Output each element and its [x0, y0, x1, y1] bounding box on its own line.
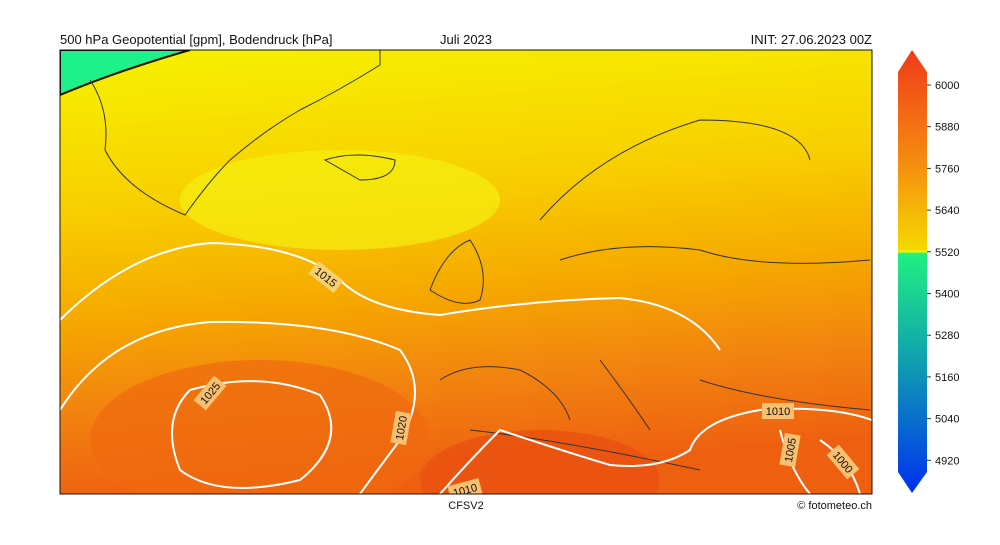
- footer-credit: © fotometeo.ch: [797, 500, 872, 512]
- map-frame: [59, 49, 873, 495]
- colorbar-ticks: 6000 5880 5760 5640 5520 5400 5280 5160 5040 4920: [927, 80, 959, 467]
- title-center: Juli 2023: [440, 32, 492, 47]
- contour-labels: 1015 1025 1020 1010 1010 1005 1000: [193, 260, 860, 500]
- colorbar: [898, 50, 927, 493]
- colorbar-tick-label: 5640: [935, 205, 959, 217]
- colorbar-tick-label: 5040: [935, 414, 959, 426]
- footer-model: CFSV2: [448, 500, 483, 512]
- colorbar-tick-label: 5400: [935, 289, 959, 301]
- colorbar-tick-label: 5520: [935, 247, 959, 259]
- colorbar-tick-label: 5280: [935, 330, 959, 342]
- colorbar-tick-label: 5160: [935, 372, 959, 384]
- contour-label: 1010: [766, 406, 790, 418]
- colorbar-tick-label: 5880: [935, 122, 959, 134]
- contour-label: 1005: [783, 437, 799, 463]
- title-right: INIT: 27.06.2023 00Z: [751, 32, 872, 47]
- map: 1015 1025 1020 1010 1010 1005 1000: [60, 50, 872, 500]
- colorbar-tick-label: 4920: [935, 455, 959, 467]
- contour-label: 1010: [452, 482, 479, 500]
- colorbar-tick-label: 5760: [935, 163, 959, 175]
- colorbar-tick-label: 6000: [935, 80, 959, 92]
- title-left: 500 hPa Geopotential [gpm], Bodendruck […: [60, 32, 332, 47]
- contour-label: 1020: [394, 415, 410, 441]
